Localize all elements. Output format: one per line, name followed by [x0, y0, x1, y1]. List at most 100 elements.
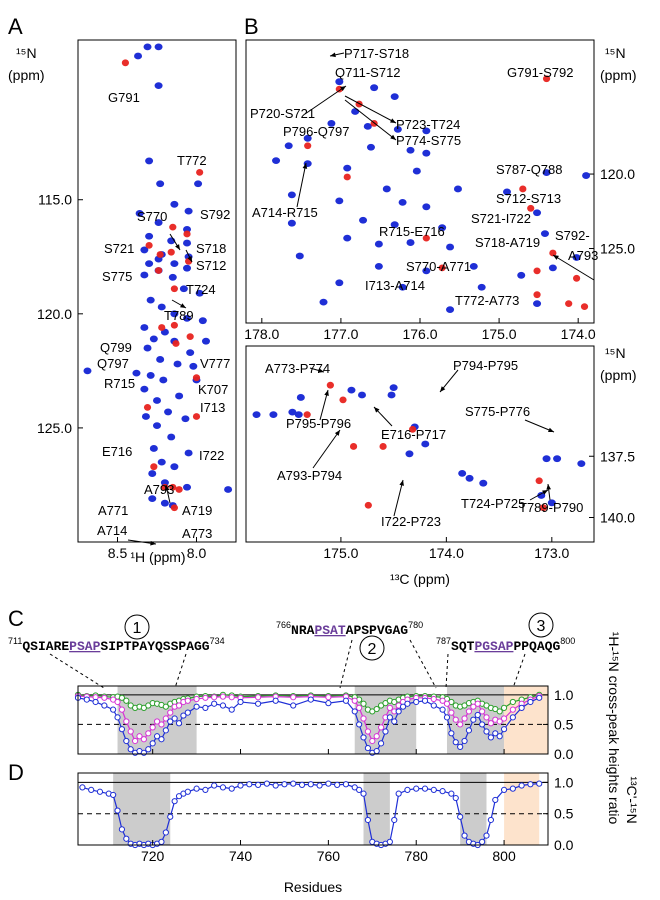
arrow-p723 [344, 95, 397, 124]
arrow-p720 [304, 85, 347, 115]
leader-line-1 [174, 653, 187, 689]
peak-blue-63 [148, 495, 157, 503]
panel-d-plot: 0.0 0.5 1.0 720 740 760 780 800 Residues [77, 772, 574, 895]
peak-label-13: R715 [104, 376, 135, 391]
point-blue-1 [88, 786, 95, 794]
peak-label-12: S792- [555, 228, 590, 243]
panel-b-top-ylabel-nucleus: ¹⁵N [605, 45, 626, 61]
point-blue-63 [479, 838, 486, 845]
peak-blue-37 [374, 263, 383, 270]
point-green-6 [118, 694, 126, 701]
peak-blue-39 [469, 263, 478, 270]
peak-label-18: A793 [144, 482, 174, 497]
point-magenta-49 [430, 695, 437, 703]
peak-label-0: P717-S718 [344, 46, 409, 61]
peak-label-17: T772-A773 [455, 293, 519, 308]
peak-label-3: S792 [200, 207, 230, 222]
point-blue-61 [487, 734, 494, 741]
peak-red-4 [409, 425, 417, 433]
point-blue-22 [193, 703, 200, 710]
point-blue-18 [171, 715, 178, 722]
point-blue-68 [536, 694, 543, 701]
arrow-t789-head [546, 484, 552, 490]
peak-blue-29 [390, 221, 399, 229]
peak-blue-6 [389, 384, 398, 392]
xtick-label-0: 720 [141, 848, 165, 864]
peak-red-7 [364, 501, 372, 509]
peak-blue-34 [446, 243, 455, 251]
peak-blue-39 [156, 356, 165, 363]
panel-d-x-ticks: 720 740 760 780 800 [141, 840, 516, 864]
point-magenta-24 [211, 694, 218, 701]
peak-red-11 [573, 274, 581, 282]
point-blue-28 [254, 700, 262, 707]
point-magenta-53 [452, 716, 459, 723]
peak-red-19 [175, 486, 183, 493]
point-blue-21 [184, 788, 191, 795]
motif-circle-1-label: 1 [133, 620, 142, 637]
point-blue-29 [254, 781, 262, 788]
panel-a-ylabel-nucleus: ¹⁵N [16, 45, 37, 61]
point-magenta-39 [373, 733, 380, 740]
seq2-suffix: APSPVGAG [346, 623, 409, 638]
peak-red-8 [326, 381, 334, 389]
seq3-end-number: 800 [560, 636, 575, 646]
arrow-t724-head [542, 490, 548, 495]
point-blue-42 [386, 714, 393, 721]
ytick-label-2: 125.0 [37, 420, 72, 436]
point-magenta-32 [325, 694, 332, 701]
point-blue-48 [386, 838, 393, 845]
point-blue-26 [228, 785, 235, 792]
sequence-3: 787SQTPGSAPPPQAQG800 [436, 636, 575, 654]
peak-red-11 [170, 321, 178, 329]
peak-label-9: T789 [164, 308, 194, 323]
panel-a-peak-labels: G791 T772 S770 S792 S721 S718 S712 S775 T724 T789… [97, 90, 230, 546]
peak-blue-18 [582, 172, 591, 179]
point-blue-67 [500, 786, 508, 794]
seq3-start-number: 787 [436, 636, 451, 646]
point-blue-57 [452, 794, 459, 802]
point-magenta-22 [193, 695, 200, 703]
seq2-motif: PSAT [314, 623, 345, 638]
seq1-motif: PSAP [69, 639, 100, 654]
arrow-p774-head [390, 134, 396, 140]
peak-red-16 [192, 413, 201, 420]
peak-blue-7 [387, 391, 396, 399]
point-magenta-19 [175, 702, 183, 709]
ytick-label-1: 125.0 [600, 241, 635, 257]
point-blue-44 [395, 708, 402, 715]
peak-blue-3 [294, 411, 303, 418]
peak-blue-27 [287, 219, 296, 227]
peak-blue-16 [547, 499, 556, 507]
peak-blue-44 [548, 264, 557, 272]
peak-blue-19 [287, 191, 296, 199]
arrow-p717-head [330, 52, 336, 58]
point-blue-30 [290, 702, 297, 709]
point-blue-6 [118, 726, 126, 733]
peak-blue-26 [195, 289, 204, 297]
peak-blue-42 [83, 367, 92, 375]
panel-b-top-peak-labels: P717-S718 Q711-S712 G791-S792 P720-S721 P723… [250, 46, 598, 308]
xtick-label-1: 174.0 [429, 545, 464, 561]
peak-label-6: T724-P725 [461, 496, 525, 511]
peak-blue-19 [296, 394, 305, 401]
point-blue-32 [325, 700, 332, 707]
peak-blue-10 [458, 470, 467, 477]
shaded-region-1 [363, 773, 390, 845]
peak-blue-36 [295, 252, 304, 260]
point-magenta-12 [145, 730, 152, 737]
point-magenta-50 [439, 697, 446, 704]
panel-b-bottom-spectrum: ¹⁵N (ppm) 137.5 140.0 175.0 174.0 173.0 ¹³C… [245, 345, 637, 587]
point-blue-53 [421, 785, 429, 792]
peak-blue-14 [553, 455, 562, 463]
point-blue-47 [413, 698, 420, 706]
peak-blue-45 [572, 254, 581, 261]
peak-blue-46 [319, 298, 328, 306]
peak-label-1: T772 [177, 153, 207, 168]
peak-blue-1 [370, 84, 379, 92]
point-blue-6 [118, 826, 126, 833]
point-blue-67 [527, 698, 534, 706]
peak-red-3 [379, 443, 387, 450]
point-blue-36 [316, 782, 323, 789]
peak-red-15 [143, 403, 152, 411]
